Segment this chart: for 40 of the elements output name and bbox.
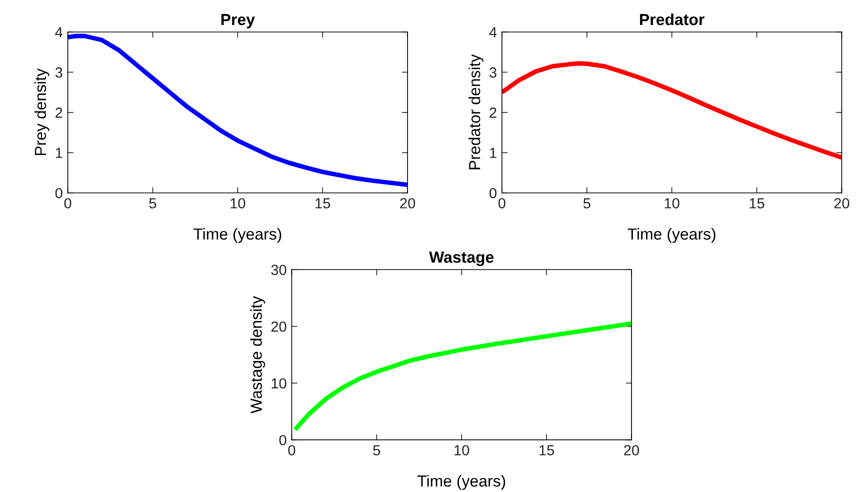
x-tick-label: 10: [664, 198, 680, 208]
y-tick-label: 2: [490, 108, 496, 118]
x-axis-title: Time (years): [628, 228, 716, 243]
y-tick-label: 20: [271, 321, 286, 332]
x-tick-label: 20: [624, 445, 640, 456]
chart-title: Wastage: [429, 252, 494, 266]
y-axis-title: Prey density: [34, 68, 50, 156]
y-axis-title: Wastage density: [250, 296, 266, 414]
x-tick-label: 10: [454, 445, 470, 456]
x-tick-label: 0: [64, 198, 72, 208]
y-tick-label: 10: [272, 378, 286, 389]
chart-title: Predator: [640, 13, 704, 26]
y-tick-label: 2: [56, 108, 62, 118]
x-tick-label: 20: [400, 198, 416, 208]
y-axis-title: Predator density: [468, 54, 484, 170]
x-tick-label: 15: [750, 198, 764, 208]
y-tick-label: 4: [489, 27, 497, 38]
x-tick-label: 20: [834, 198, 850, 208]
x-axis-title: Time (years): [194, 228, 282, 243]
x-tick-label: 5: [373, 445, 380, 456]
y-tick-label: 3: [55, 67, 62, 78]
x-tick-label: 5: [583, 198, 590, 208]
x-tick-label: 0: [498, 198, 506, 208]
x-tick-label: 15: [540, 445, 554, 456]
line-series: [502, 61, 842, 160]
y-tick-label: 3: [490, 67, 496, 78]
y-tick-label: 1: [490, 148, 496, 158]
y-tick-label: 0: [55, 188, 62, 198]
x-tick-label: 15: [316, 198, 330, 208]
y-tick-label: 4: [55, 27, 62, 38]
x-tick-label: 0: [288, 445, 296, 456]
x-tick-label: 5: [149, 198, 156, 208]
y-tick-label: 0: [490, 188, 496, 198]
y-tick-label: 0: [279, 434, 286, 446]
y-tick-label: 30: [271, 264, 286, 276]
x-axis-title: Time (years): [417, 474, 506, 490]
x-tick-label: 10: [230, 198, 246, 208]
line-series: [292, 321, 632, 432]
y-tick-label: 1: [56, 148, 62, 158]
chart-title: Prey: [221, 14, 255, 28]
